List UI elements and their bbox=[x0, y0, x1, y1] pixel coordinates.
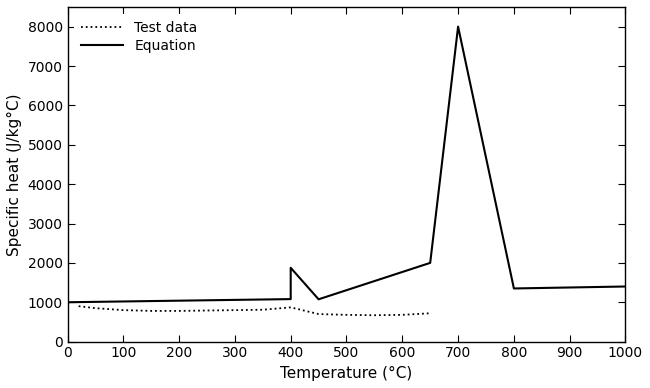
Test data bbox=[120, 308, 127, 312]
Equation bbox=[621, 284, 629, 289]
Test data bbox=[203, 308, 211, 313]
Equation bbox=[287, 297, 294, 301]
Test data bbox=[398, 312, 406, 317]
Equation bbox=[510, 286, 518, 291]
Test data bbox=[92, 306, 99, 310]
Test data bbox=[75, 304, 83, 308]
Line: Test data: Test data bbox=[79, 306, 430, 315]
Equation bbox=[426, 261, 434, 265]
Test data bbox=[259, 307, 266, 312]
Test data bbox=[315, 312, 322, 316]
Test data bbox=[426, 311, 434, 315]
Test data bbox=[370, 313, 378, 317]
X-axis label: Temperature (°C): Temperature (°C) bbox=[280, 366, 413, 381]
Equation bbox=[454, 24, 462, 29]
Line: Equation: Equation bbox=[68, 27, 625, 302]
Test data bbox=[148, 308, 155, 313]
Y-axis label: Specific heat (J/kg°C): Specific heat (J/kg°C) bbox=[7, 93, 22, 256]
Test data bbox=[287, 305, 294, 310]
Test data bbox=[343, 312, 350, 317]
Equation bbox=[64, 300, 72, 305]
Equation bbox=[315, 297, 322, 301]
Test data bbox=[176, 308, 183, 313]
Legend: Test data, Equation: Test data, Equation bbox=[75, 14, 204, 60]
Test data bbox=[231, 308, 239, 312]
Equation bbox=[287, 265, 294, 270]
